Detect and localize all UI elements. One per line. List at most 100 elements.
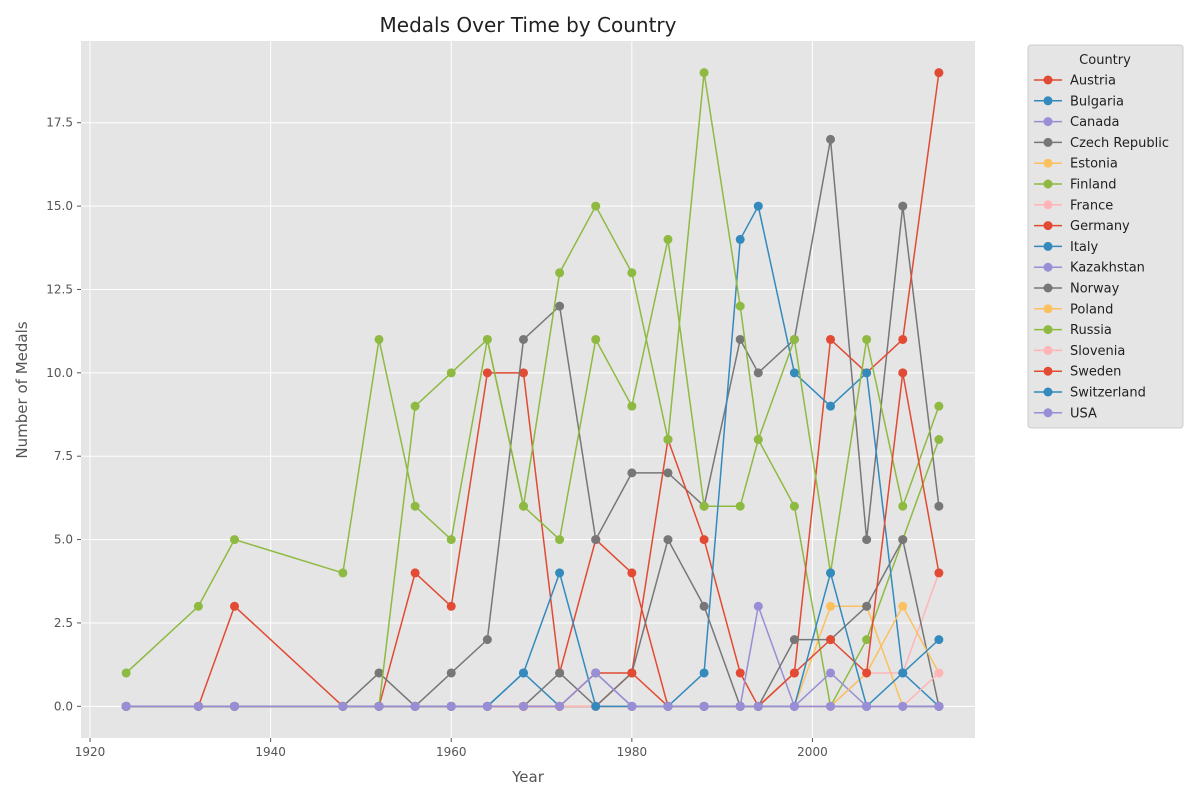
legend-label: Germany — [1070, 219, 1130, 234]
legend-swatch-marker — [1043, 262, 1053, 272]
legend-swatch-marker — [1043, 117, 1053, 127]
data-point — [627, 668, 637, 678]
x-tick-label: 2000 — [797, 745, 828, 759]
legend-label: Czech Republic — [1070, 136, 1169, 151]
series-usa — [121, 668, 944, 711]
data-point — [934, 435, 944, 445]
series-czech-republic — [121, 134, 944, 711]
data-point — [627, 401, 637, 411]
data-point — [410, 568, 420, 578]
data-point — [627, 701, 637, 711]
legend-swatch-marker — [1043, 158, 1053, 168]
data-point — [934, 68, 944, 78]
data-point — [591, 334, 601, 344]
data-point — [898, 535, 908, 545]
x-tick-label: 1980 — [617, 745, 648, 759]
data-point — [591, 535, 601, 545]
data-point — [555, 535, 565, 545]
data-point — [753, 601, 763, 611]
y-tick-label: 10.0 — [46, 366, 73, 380]
data-point — [338, 568, 348, 578]
x-axis-ticks: 1920 1940 1960 1980 2000 — [75, 738, 828, 759]
chart-title: Medals Over Time by Country — [380, 13, 677, 37]
data-point — [663, 535, 673, 545]
data-point — [898, 701, 908, 711]
legend-label: Poland — [1070, 302, 1113, 317]
data-point — [735, 334, 745, 344]
data-point — [934, 668, 944, 678]
legend-title: Country — [1079, 53, 1131, 68]
x-tick-label: 1940 — [255, 745, 286, 759]
legend-label: Switzerland — [1070, 386, 1146, 401]
legend-frame — [1027, 44, 1184, 429]
data-point — [735, 668, 745, 678]
legend-swatch-marker — [1043, 387, 1053, 397]
data-point — [699, 601, 709, 611]
y-tick-label: 17.5 — [46, 116, 73, 130]
legend-swatch-marker — [1043, 200, 1053, 210]
data-point — [862, 668, 872, 678]
data-point — [555, 668, 565, 678]
legend-label: Kazakhstan — [1070, 261, 1145, 276]
data-point — [627, 268, 637, 278]
legend-swatch-marker — [1043, 283, 1053, 293]
data-point — [482, 334, 492, 344]
data-point — [374, 701, 384, 711]
y-tick-label: 12.5 — [46, 282, 73, 296]
data-point — [482, 701, 492, 711]
legend-label: Finland — [1070, 178, 1116, 193]
data-point — [898, 334, 908, 344]
data-point — [699, 668, 709, 678]
data-point — [898, 501, 908, 511]
data-point — [934, 635, 944, 645]
legend-item: Germany — [1034, 219, 1130, 234]
data-point — [591, 201, 601, 211]
legend-item: USA — [1034, 406, 1097, 421]
legend-swatch-marker — [1043, 345, 1053, 355]
data-point — [374, 668, 384, 678]
data-point — [826, 668, 836, 678]
data-point — [193, 701, 203, 711]
data-point — [446, 368, 456, 378]
data-point — [862, 535, 872, 545]
y-tick-label: 2.5 — [54, 616, 73, 630]
data-point — [789, 368, 799, 378]
y-tick-label: 5.0 — [54, 533, 73, 547]
data-point — [934, 701, 944, 711]
data-point — [862, 334, 872, 344]
data-point — [699, 701, 709, 711]
data-point — [663, 234, 673, 244]
data-point — [663, 435, 673, 445]
legend-swatch-marker — [1043, 179, 1053, 189]
legend-item: Bulgaria — [1034, 94, 1124, 109]
data-point — [789, 501, 799, 511]
legend-item: Finland — [1034, 178, 1116, 193]
legend-item: Canada — [1034, 115, 1119, 130]
legend-items: Austria Bulgaria Canada Czech Republic Eston… — [1034, 74, 1169, 421]
legend-item: Estonia — [1034, 157, 1118, 172]
data-point — [591, 701, 601, 711]
legend-label: Italy — [1070, 240, 1099, 255]
data-point — [555, 268, 565, 278]
data-point — [121, 701, 131, 711]
legend-label: Slovenia — [1070, 344, 1125, 359]
legend-label: Bulgaria — [1070, 94, 1124, 109]
legend-item: Russia — [1034, 323, 1112, 338]
legend-item: Kazakhstan — [1034, 261, 1145, 276]
data-point — [230, 601, 240, 611]
data-point — [789, 701, 799, 711]
legend-swatch-marker — [1043, 96, 1053, 106]
data-point — [446, 601, 456, 611]
legend-label: Canada — [1070, 115, 1119, 130]
legend: Country Austria Bulgaria Canada Czech Repub… — [1027, 44, 1184, 429]
data-point — [934, 401, 944, 411]
data-point — [663, 701, 673, 711]
x-tick-label: 1920 — [75, 745, 106, 759]
data-point — [446, 668, 456, 678]
data-point — [482, 368, 492, 378]
data-point — [735, 234, 745, 244]
legend-item: Sweden — [1034, 365, 1121, 380]
legend-item: Austria — [1034, 74, 1116, 89]
